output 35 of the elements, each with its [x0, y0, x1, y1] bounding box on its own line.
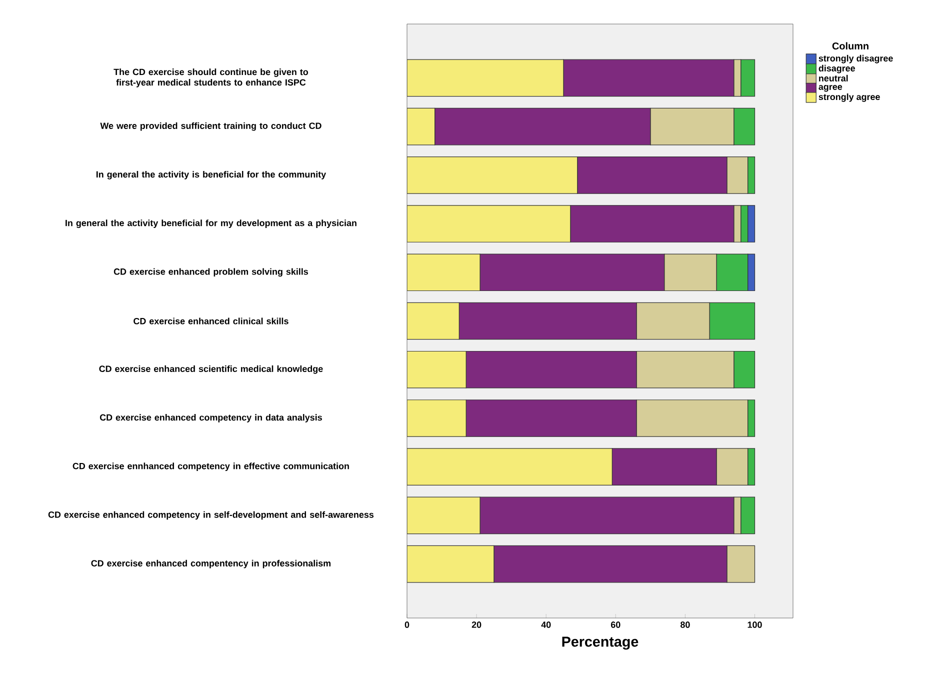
legend-label: strongly agree: [818, 93, 880, 102]
y-tick-label: CD exercise enhanced scientific medical knowledge: [99, 365, 323, 374]
x-tick-label: 0: [404, 622, 410, 628]
x-tick-label: 80: [680, 622, 690, 628]
legend-title: Column: [832, 42, 868, 50]
x-tick-label: 60: [610, 622, 620, 628]
y-tick-label: CD exercise enhanced problem solving skills: [114, 268, 308, 277]
bar: [407, 448, 612, 486]
y-tick-label: CD exercise enhanced compentency in professionalism: [91, 560, 330, 568]
legend-label: disagree: [818, 64, 856, 74]
legend-label: strongly disagree: [818, 54, 893, 64]
bar: [407, 545, 494, 583]
y-tick-label: CD exercise ennhanced competency in effective communication: [72, 462, 349, 472]
bar: [407, 496, 480, 534]
y-tick-label: In general the activity beneficial for my development as a physician: [66, 220, 356, 228]
bar: [407, 205, 571, 242]
bar: [407, 254, 480, 292]
legend-label: neutral: [819, 74, 848, 82]
y-tick-label: We were provided sufficient training to conduct CD: [100, 122, 322, 131]
x-tick-label: 40: [541, 622, 551, 628]
x-tick-label: 20: [472, 622, 482, 628]
legend-label: agree: [818, 84, 842, 92]
y-tick-label: CD exercise enhanced competency in data analysis: [100, 414, 322, 422]
bar: [407, 156, 578, 194]
bar: [407, 400, 466, 437]
bar: [407, 350, 466, 388]
y-tick-label: In general the activity is beneficial for the community: [96, 170, 326, 180]
bar: [407, 302, 460, 340]
y-tick-label: CD exercise enhanced clinical skills: [134, 318, 288, 324]
bar: [407, 59, 564, 97]
x-axis-title: Percentage: [562, 636, 638, 650]
y-tick-label: The CD exercise should continue be given to first-year medical students to enhance ISPC: [114, 68, 308, 88]
bar: [407, 108, 436, 146]
x-tick-label: 100: [748, 622, 762, 628]
y-tick-label: CD exercise enhanced competency in self-development and self-awareness: [48, 511, 374, 520]
